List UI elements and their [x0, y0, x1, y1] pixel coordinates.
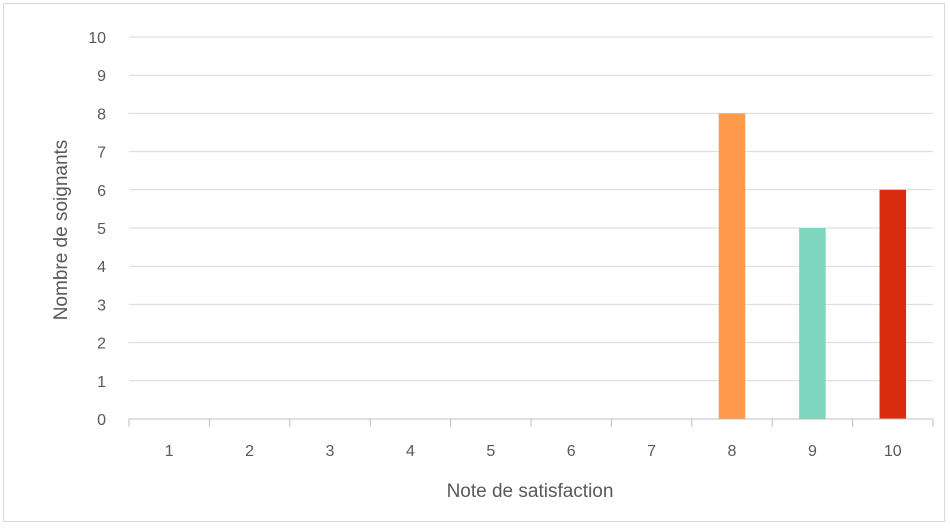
y-tick-label: 10 [88, 30, 106, 47]
y-tick-label: 5 [97, 221, 106, 238]
x-tick-label: 10 [884, 443, 902, 460]
gridlines [129, 36, 933, 382]
y-axis-ticks: 0 1 2 3 4 5 6 7 8 9 10 [88, 30, 106, 429]
y-tick-label: 6 [97, 183, 106, 200]
chart-frame [3, 3, 945, 522]
x-tick-label: 1 [165, 443, 174, 460]
x-axis: 1 2 3 4 5 6 7 8 9 10 [128, 418, 934, 460]
x-tick-label: 9 [808, 443, 817, 460]
bar-9 [799, 228, 826, 419]
x-tick-label: 8 [728, 443, 737, 460]
x-axis-title: Note de satisfaction [447, 481, 614, 502]
y-tick-label: 0 [97, 412, 106, 429]
x-tick-label: 7 [647, 443, 656, 460]
y-tick-label: 8 [97, 106, 106, 123]
x-tick-label: 6 [567, 443, 576, 460]
y-tick-label: 1 [97, 374, 106, 391]
x-tick-label: 3 [326, 443, 335, 460]
bar-8 [718, 113, 746, 420]
y-tick-label: 4 [97, 259, 106, 276]
bars [718, 113, 907, 420]
x-tick-label: 4 [406, 443, 415, 460]
y-tick-label: 7 [97, 145, 106, 162]
x-tick-label: 2 [245, 443, 254, 460]
y-tick-label: 3 [97, 297, 106, 314]
x-tick-label: 5 [486, 443, 495, 460]
y-tick-label: 2 [97, 336, 106, 353]
y-axis-title: Nombre de soignants [51, 140, 72, 321]
y-tick-label: 9 [97, 68, 106, 85]
bar-10 [879, 189, 907, 419]
